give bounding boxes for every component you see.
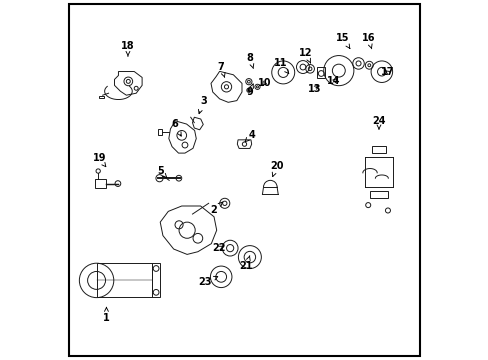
Text: 8: 8 bbox=[246, 53, 253, 68]
Bar bbox=[317, 67, 325, 78]
Text: 11: 11 bbox=[273, 58, 288, 73]
Text: 2: 2 bbox=[210, 202, 222, 216]
Text: 15: 15 bbox=[336, 33, 349, 49]
Bar bbox=[99, 96, 103, 98]
Bar bbox=[96, 264, 152, 297]
Text: 9: 9 bbox=[246, 84, 253, 97]
Text: 5: 5 bbox=[157, 166, 166, 177]
Text: 19: 19 bbox=[92, 153, 106, 167]
Text: 14: 14 bbox=[327, 76, 340, 86]
Text: 24: 24 bbox=[371, 116, 385, 129]
Text: 23: 23 bbox=[198, 276, 217, 287]
Text: 1: 1 bbox=[103, 307, 110, 323]
Bar bbox=[371, 146, 386, 153]
Bar bbox=[152, 264, 160, 297]
Text: 22: 22 bbox=[212, 243, 225, 253]
Bar bbox=[369, 192, 387, 198]
Text: 20: 20 bbox=[269, 161, 283, 176]
Bar bbox=[157, 129, 162, 135]
Text: 10: 10 bbox=[257, 78, 270, 88]
Text: 4: 4 bbox=[244, 130, 255, 142]
Text: 12: 12 bbox=[298, 48, 311, 63]
Text: 13: 13 bbox=[307, 84, 321, 94]
Text: 17: 17 bbox=[381, 67, 394, 77]
Text: 16: 16 bbox=[361, 33, 374, 49]
Text: 21: 21 bbox=[239, 256, 252, 271]
Text: 3: 3 bbox=[198, 96, 206, 114]
Text: 7: 7 bbox=[217, 62, 224, 77]
Text: 6: 6 bbox=[171, 120, 181, 136]
Bar bbox=[94, 179, 106, 188]
Text: 18: 18 bbox=[121, 41, 135, 56]
